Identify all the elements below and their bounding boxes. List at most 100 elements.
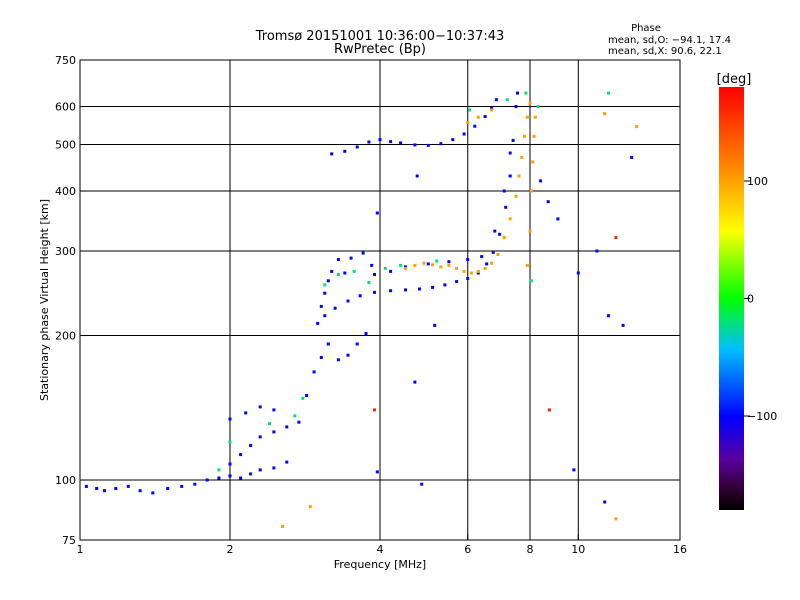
echo-point (413, 143, 417, 147)
echo-point (462, 269, 466, 273)
echo-point (399, 141, 403, 145)
echo-point (466, 277, 470, 280)
echo-point (319, 304, 323, 308)
echo-point (603, 112, 607, 116)
echo-point (508, 174, 512, 178)
echo-point (490, 261, 494, 265)
chart-title: Tromsø 20151001 10:36:00−10:37:43 (255, 29, 505, 44)
echo-point (375, 211, 379, 215)
y-tick-label: 750 (55, 54, 76, 67)
echo-point (520, 155, 524, 159)
y-axis-ticks: 75 100 200 300 400 500 600 750 (55, 54, 86, 547)
echo-point (205, 478, 209, 482)
echo-point (420, 482, 424, 486)
echo-point (494, 98, 498, 102)
echo-point (546, 200, 550, 204)
y-tick-label: 300 (55, 245, 76, 258)
echo-point (355, 145, 359, 149)
echo-point (493, 229, 497, 233)
echo-point (114, 487, 118, 490)
echo-point (316, 321, 320, 325)
echo-point (373, 408, 376, 412)
echo-point (285, 425, 289, 429)
echo-point (433, 323, 437, 327)
echo-point (126, 484, 130, 488)
echo-point (399, 263, 403, 267)
echo-point (483, 266, 487, 270)
echo-point (547, 408, 551, 412)
echo-point (422, 261, 426, 265)
echo-point (343, 271, 347, 275)
echo-point (431, 263, 435, 267)
echo-point (473, 124, 477, 128)
echo-point (333, 306, 337, 310)
echo-point (528, 229, 532, 233)
echo-point (346, 299, 350, 303)
echo-point (166, 487, 170, 490)
echo-point (268, 422, 271, 426)
echo-point (373, 290, 376, 294)
echo-point (525, 115, 529, 119)
echo-point (193, 482, 197, 486)
echo-point (476, 115, 480, 119)
x-tick-label: 4 (377, 543, 384, 556)
echo-point (378, 138, 382, 142)
echo-point (514, 105, 518, 108)
echo-point (490, 108, 494, 112)
echo-point (418, 287, 421, 291)
echo-point (455, 266, 459, 270)
echo-point (476, 269, 480, 273)
y-axis-label: Stationary phase Virtual Height [km] (38, 199, 51, 401)
colorbar (719, 87, 744, 510)
x-tick-label: 16 (673, 543, 687, 556)
echo-point (361, 251, 365, 255)
echo-point (389, 140, 393, 144)
echo-point (352, 269, 356, 273)
echo-point (330, 152, 334, 156)
echo-point (468, 108, 471, 112)
echo-point (343, 149, 347, 153)
grid-lines (80, 60, 680, 540)
echo-point (576, 271, 580, 275)
echo-point (370, 263, 374, 267)
echo-point (426, 143, 430, 147)
echo-point (498, 232, 502, 236)
colorbar-ticks: 100 0 −100 (744, 175, 777, 423)
echo-point (239, 476, 243, 480)
chart-subtitle: RwPretec (Bp) (334, 42, 426, 57)
echo-point (319, 356, 323, 359)
x-axis-label: Frequency [MHz] (334, 558, 426, 571)
echo-point (491, 250, 495, 254)
echo-point (635, 125, 639, 129)
echo-point (539, 179, 543, 183)
echo-point (293, 414, 297, 418)
echo-point (323, 291, 327, 295)
echo-point (490, 106, 494, 110)
echo-point (258, 435, 262, 439)
echo-point (358, 294, 362, 298)
x-tick-label: 2 (227, 543, 234, 556)
x-axis-ticks: 1 2 4 6 8 10 16 (77, 534, 687, 556)
echo-point (272, 466, 276, 470)
echo-point (375, 470, 379, 474)
colorbar-tick-label: 100 (747, 175, 768, 188)
stats-line-x: mean, sd,X: 90.6, 22.1 (608, 46, 722, 57)
echo-point (529, 279, 533, 283)
echo-point (389, 269, 393, 273)
echo-point (614, 236, 618, 240)
echo-point (95, 487, 99, 490)
echo-point (326, 279, 330, 283)
echo-point (508, 217, 512, 221)
echo-point (346, 353, 350, 357)
echo-point (630, 155, 634, 159)
echo-point (413, 380, 417, 384)
echo-point (281, 525, 285, 528)
echo-point (228, 462, 232, 466)
echo-point (466, 258, 470, 261)
echo-point (439, 142, 443, 146)
echo-point (336, 258, 340, 261)
echo-point (249, 444, 253, 447)
echo-point (517, 174, 521, 178)
echo-point (523, 134, 526, 138)
